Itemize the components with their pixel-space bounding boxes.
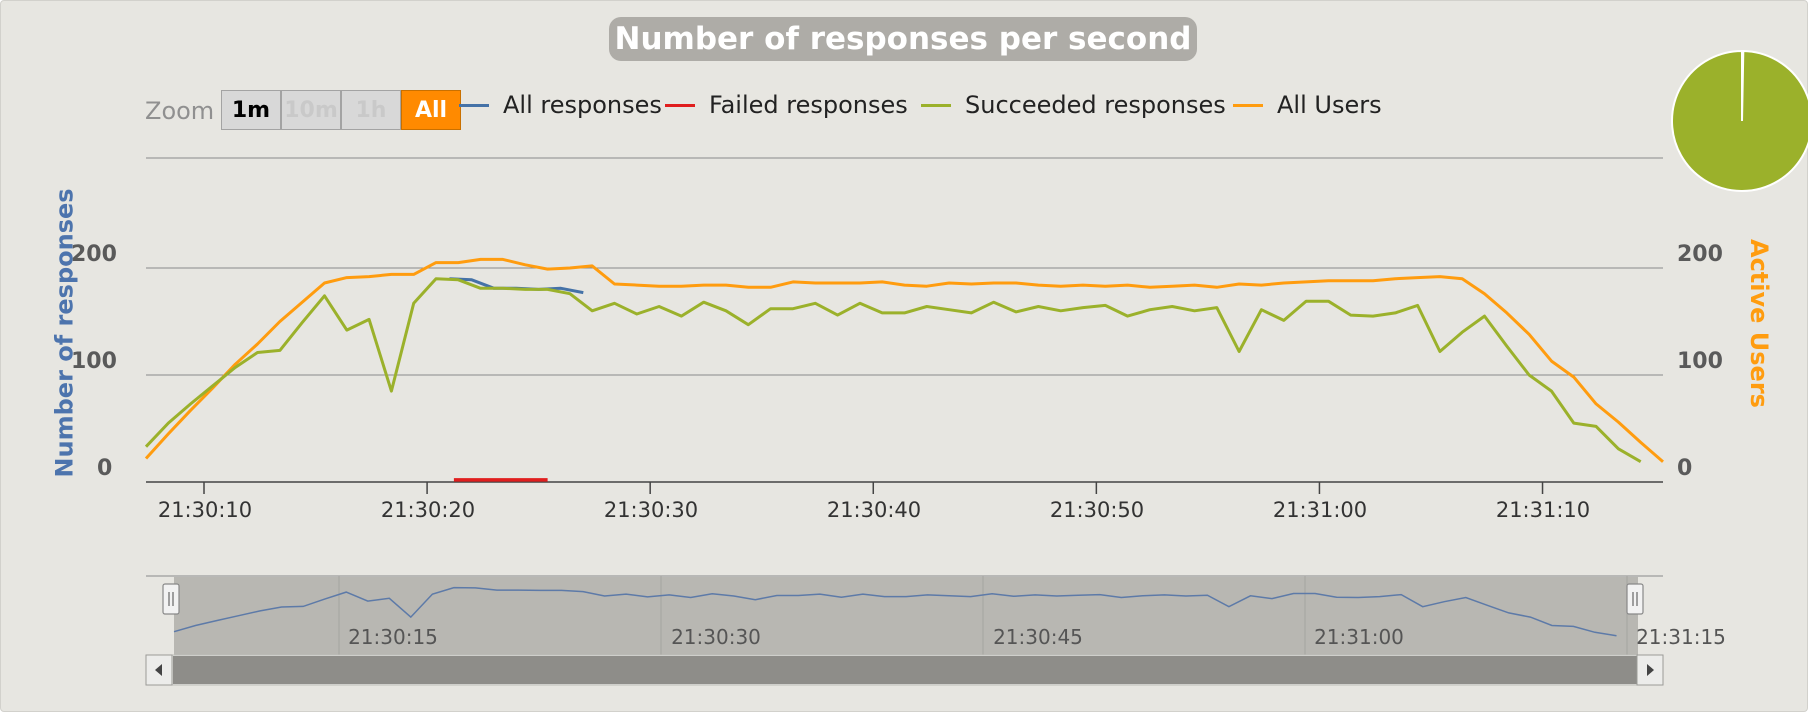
series-line-all-users (144, 257, 1664, 463)
navigator-tick-label: 21:30:30 (671, 625, 761, 649)
series (144, 257, 1664, 482)
arrow-left-icon (155, 664, 162, 676)
x-tick-label: 21:31:10 (1495, 498, 1591, 522)
legend-label: Failed responses (709, 91, 908, 119)
arrow-right-icon (1647, 664, 1654, 676)
chart-title: Number of responses per second (609, 17, 1197, 61)
legend-all-responses[interactable]: All responses (459, 89, 662, 121)
legend-label: Succeeded responses (965, 91, 1226, 119)
series-line-succeeded-responses (144, 277, 1642, 463)
legend-label: All Users (1277, 91, 1382, 119)
scrollbar-thumb (173, 656, 1637, 684)
navigator-tick-label: 21:30:15 (348, 625, 438, 649)
y-tick-label: 0 (97, 456, 113, 481)
legend-swatch-users (1233, 103, 1263, 107)
legend-failed-responses[interactable]: Failed responses (665, 89, 908, 121)
scroll-right-button (1636, 654, 1664, 686)
y-axis-label-right: Active Users (1745, 239, 1773, 408)
navigator-selection (174, 577, 1638, 655)
navigator-handle-right (1626, 583, 1644, 615)
navigator-series-line (173, 586, 1617, 637)
x-tick-label: 21:30:40 (826, 498, 922, 522)
pie-slice-succeeded-responses (1671, 49, 1808, 192)
y-tick-label: 100 (71, 349, 117, 374)
navigator-tick-label: 21:30:45 (993, 625, 1083, 649)
x-tick-label: 21:30:20 (380, 498, 476, 522)
y2-tick-label: 200 (1677, 242, 1723, 267)
y-axis-label-left: Number of responses (50, 188, 79, 478)
x-tick-label: 21:30:10 (157, 498, 253, 522)
x-tick-label: 21:30:30 (603, 498, 699, 522)
navigator-tick-label: 21:31:00 (1314, 625, 1404, 649)
navigator[interactable] (145, 575, 1664, 686)
pie-chart[interactable] (1671, 49, 1808, 192)
x-tick-label: 21:31:00 (1272, 498, 1368, 522)
legend-label: All responses (503, 91, 662, 119)
legend-swatch-succeeded (921, 103, 951, 107)
y2-tick-label: 100 (1677, 349, 1723, 374)
legend-all-users[interactable]: All Users (1233, 89, 1382, 121)
navigator-handle-left (162, 583, 180, 615)
zoom-1m-button[interactable]: 1m (221, 90, 281, 130)
zoom-label: Zoom (145, 97, 215, 125)
x-tick-label: 21:30:50 (1049, 498, 1145, 522)
legend-succeeded-responses[interactable]: Succeeded responses (921, 89, 1226, 121)
y2-tick-label: 0 (1677, 456, 1693, 481)
y-tick-label: 200 (71, 242, 117, 267)
navigator-tick-label: 21:31:15 (1636, 625, 1726, 649)
legend-swatch-failed (665, 103, 695, 107)
grid (146, 157, 1663, 494)
zoom-10m-button[interactable]: 10m (281, 90, 341, 130)
zoom-all-button[interactable]: All (401, 90, 461, 130)
legend-swatch-all-responses (459, 103, 489, 107)
zoom-1h-button[interactable]: 1h (341, 90, 401, 130)
